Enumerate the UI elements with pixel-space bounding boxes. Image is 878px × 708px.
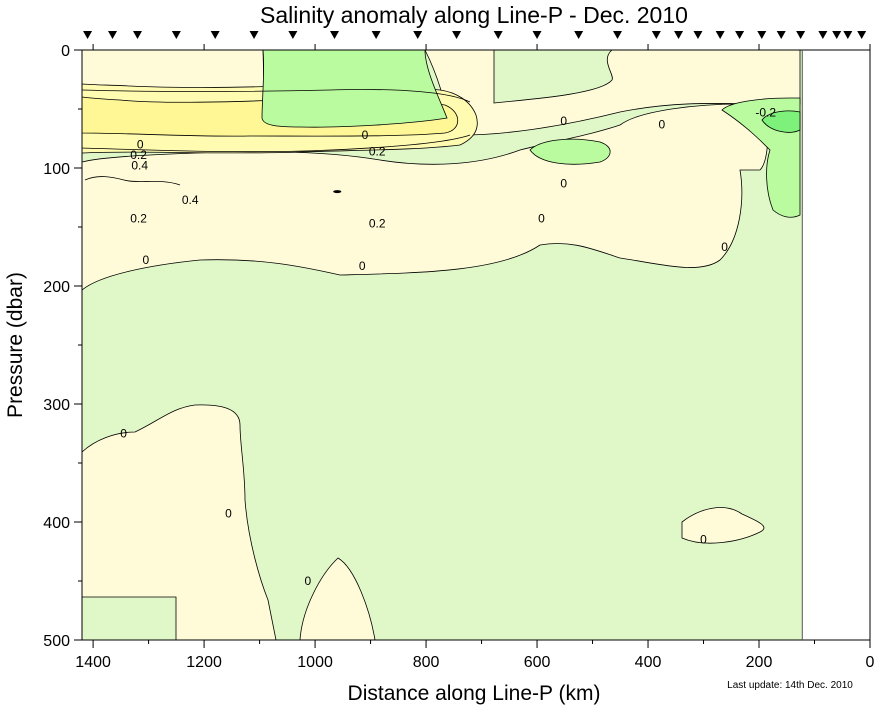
contour-label-10: 0 (560, 114, 567, 128)
x-tick-label-600: 600 (524, 654, 551, 671)
station-marker-26 (857, 31, 867, 39)
x-tick-label-0: 0 (866, 654, 875, 671)
station-marker-21 (776, 31, 786, 39)
station-marker-4 (210, 31, 220, 39)
station-marker-11 (493, 31, 503, 39)
contour-label-15: -0.2 (755, 106, 776, 120)
station-marker-20 (757, 31, 767, 39)
contour-line-0 (82, 134, 471, 153)
x-axis-label: Distance along Line-P (km) (348, 682, 601, 705)
contour-line-1 (82, 89, 471, 103)
contour-label-17: 0 (225, 507, 232, 521)
x-tick-label-400: 400 (635, 654, 662, 671)
contour-label-19: 0 (700, 533, 707, 547)
y-tick-label-400: 400 (43, 515, 70, 532)
contour-line-2 (84, 176, 181, 186)
band-neg-0.2-to-0-top (261, 50, 448, 128)
band-neg-0.2-to-0-small (529, 138, 611, 165)
station-marker-7 (329, 31, 339, 39)
station-marker-17 (693, 31, 703, 39)
anomaly-maximum-mark (333, 190, 342, 194)
y-tick-label-200: 200 (43, 279, 70, 296)
band-0-to-0.2-deep-right (681, 507, 765, 544)
station-marker-6 (288, 31, 298, 39)
contour-label-0: 0 (137, 137, 144, 151)
x-tick-label-1000: 1000 (297, 654, 333, 671)
x-tick-label-1400: 1400 (75, 654, 111, 671)
x-tick-label-800: 800 (413, 654, 440, 671)
contour-label-3: 0.4 (182, 193, 199, 207)
y-tick-label-500: 500 (43, 633, 70, 650)
contour-label-9: 0 (359, 259, 366, 273)
contour-lines (82, 89, 471, 194)
station-marker-12 (532, 31, 542, 39)
y-tick-label-100: 100 (43, 161, 70, 178)
contour-label-2: 0.4 (131, 159, 148, 173)
x-tick-label-200: 200 (746, 654, 773, 671)
band-below-neg-0.2 (761, 110, 801, 133)
contour-label-14: 0 (721, 240, 728, 254)
station-marker-25 (843, 31, 853, 39)
station-marker-15 (651, 31, 661, 39)
station-marker-18 (715, 31, 725, 39)
station-marker-19 (735, 31, 745, 39)
contour-label-1: 0.2 (130, 148, 147, 162)
station-marker-8 (371, 31, 381, 39)
contour-label-12: 0 (538, 212, 545, 226)
contour-label-6: 0 (362, 128, 369, 142)
y-tick-label-0: 0 (61, 43, 70, 60)
station-marker-0 (83, 31, 93, 39)
station-marker-1 (108, 31, 118, 39)
seafloor (842, 139, 869, 641)
contour-label-4: 0.2 (130, 212, 147, 226)
band-0-to-0.2-deep-left (82, 404, 277, 640)
contour-label-11: 0 (560, 176, 567, 190)
y-axis-label: Pressure (dbar) (4, 272, 27, 418)
contour-label-16: 0 (120, 427, 127, 441)
x-tick-label-1200: 1200 (186, 654, 222, 671)
station-marker-3 (171, 31, 181, 39)
contour-label-5: 0 (142, 253, 149, 267)
contour-label-7: 0.2 (369, 144, 386, 158)
station-marker-22 (796, 31, 806, 39)
chart-title: Salinity anomaly along Line-P - Dec. 201… (260, 2, 688, 28)
contour-label-18: 0 (305, 574, 312, 588)
station-marker-9 (413, 31, 423, 39)
contour-label-13: 0 (659, 117, 666, 131)
station-marker-13 (574, 31, 584, 39)
band-0-to-0.2-deep-mid (299, 557, 376, 640)
x-axis-ticks: 1400 1200 1000 800 600 400 200 0 (75, 44, 875, 671)
station-marker-23 (818, 31, 828, 39)
station-marker-5 (249, 31, 259, 39)
station-marker-10 (452, 31, 462, 39)
y-axis-ticks: 0 100 200 300 400 500 (43, 43, 82, 650)
station-marker-16 (674, 31, 684, 39)
last-update-note: Last update: 14th Dec. 2010 (727, 680, 853, 691)
station-marker-14 (613, 31, 623, 39)
station-markers (83, 31, 867, 39)
contour-fills (82, 50, 803, 640)
bathymetry (842, 139, 869, 641)
y-tick-label-300: 300 (43, 397, 70, 414)
contour-label-8: 0.2 (369, 216, 386, 230)
station-marker-2 (132, 31, 142, 39)
station-marker-24 (832, 31, 842, 39)
